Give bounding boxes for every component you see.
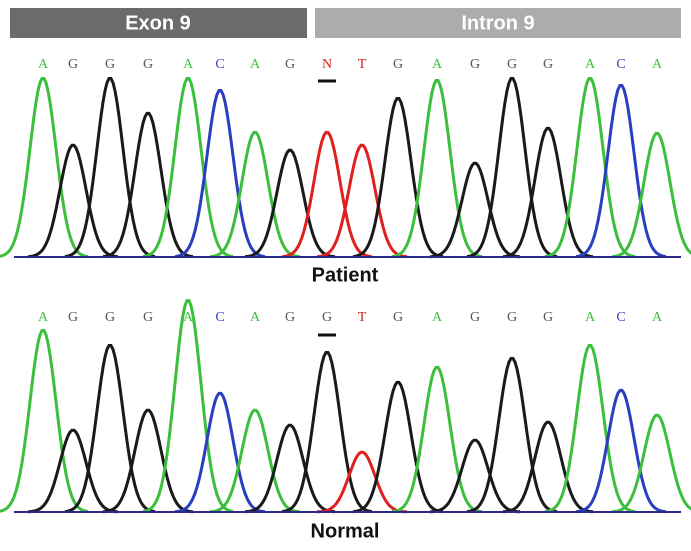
intron-label: Intron 9: [461, 12, 534, 34]
panel-label: Normal: [311, 520, 380, 542]
base-call: G: [105, 310, 115, 325]
base-call: A: [183, 310, 194, 325]
trace-peak: [103, 113, 193, 256]
base-call: T: [358, 310, 367, 325]
trace-peak: [392, 81, 482, 257]
base-call: A: [38, 57, 49, 72]
base-call: G: [322, 310, 332, 325]
base-call: T: [358, 57, 367, 72]
trace-peak: [576, 390, 666, 511]
trace-peak: [0, 331, 88, 512]
trace-peak: [143, 79, 233, 257]
chromatogram-figure: Exon 9 Intron 9 A G G G A C A G N T G A G G G A C A Patien…: [0, 0, 691, 546]
exon-label: Exon 9: [125, 12, 191, 34]
base-call: G: [105, 57, 115, 72]
trace-peak: [612, 415, 691, 512]
base-call: G: [543, 310, 553, 325]
trace-peak: [317, 452, 407, 512]
base-call: C: [616, 310, 625, 325]
base-call: G: [507, 310, 517, 325]
base-call: G: [143, 310, 153, 325]
trace-peak: [353, 99, 443, 257]
trace-peak: [353, 382, 443, 511]
base-call: A: [250, 310, 261, 325]
base-call: G: [393, 57, 403, 72]
base-call: A: [250, 57, 261, 72]
base-call: G: [470, 57, 480, 72]
trace-peak: [65, 346, 155, 512]
panel-label: Patient: [312, 264, 379, 286]
base-call: G: [68, 57, 78, 72]
base-call: C: [215, 57, 224, 72]
base-call: G: [470, 310, 480, 325]
trace-peak: [576, 86, 666, 257]
trace-peak: [210, 410, 300, 511]
base-call: A: [652, 310, 663, 325]
trace-peak: [545, 346, 635, 512]
base-call: C: [215, 310, 224, 325]
trace-peak: [245, 150, 335, 256]
base-call: G: [143, 57, 153, 72]
trace-peak: [430, 163, 520, 256]
base-call: G: [393, 310, 403, 325]
trace-peak: [612, 133, 691, 256]
base-call: G: [507, 57, 517, 72]
trace-peak: [103, 410, 193, 511]
trace-peak: [143, 301, 233, 512]
base-call: A: [585, 57, 596, 72]
trace-peak: [503, 128, 593, 256]
base-call: G: [543, 57, 553, 72]
trace-peak: [430, 440, 520, 512]
base-call: A: [183, 57, 194, 72]
base-call: A: [432, 57, 443, 72]
base-call: C: [616, 57, 625, 72]
trace-peak: [317, 145, 407, 256]
base-call: N: [322, 57, 332, 72]
trace-peak: [392, 367, 482, 511]
trace-peak: [0, 79, 88, 257]
base-call: A: [652, 57, 663, 72]
base-call: A: [38, 310, 49, 325]
base-call: A: [585, 310, 596, 325]
base-call: G: [285, 310, 295, 325]
trace-peak: [175, 91, 265, 257]
trace-peak: [245, 425, 335, 512]
base-call: A: [432, 310, 443, 325]
trace-peak: [28, 145, 118, 256]
base-call: G: [68, 310, 78, 325]
base-call: G: [285, 57, 295, 72]
trace-peak: [467, 359, 557, 512]
trace-peak: [503, 422, 593, 512]
trace-peak: [65, 79, 155, 257]
